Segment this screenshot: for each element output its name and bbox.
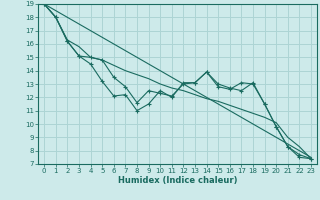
X-axis label: Humidex (Indice chaleur): Humidex (Indice chaleur) xyxy=(118,176,237,185)
